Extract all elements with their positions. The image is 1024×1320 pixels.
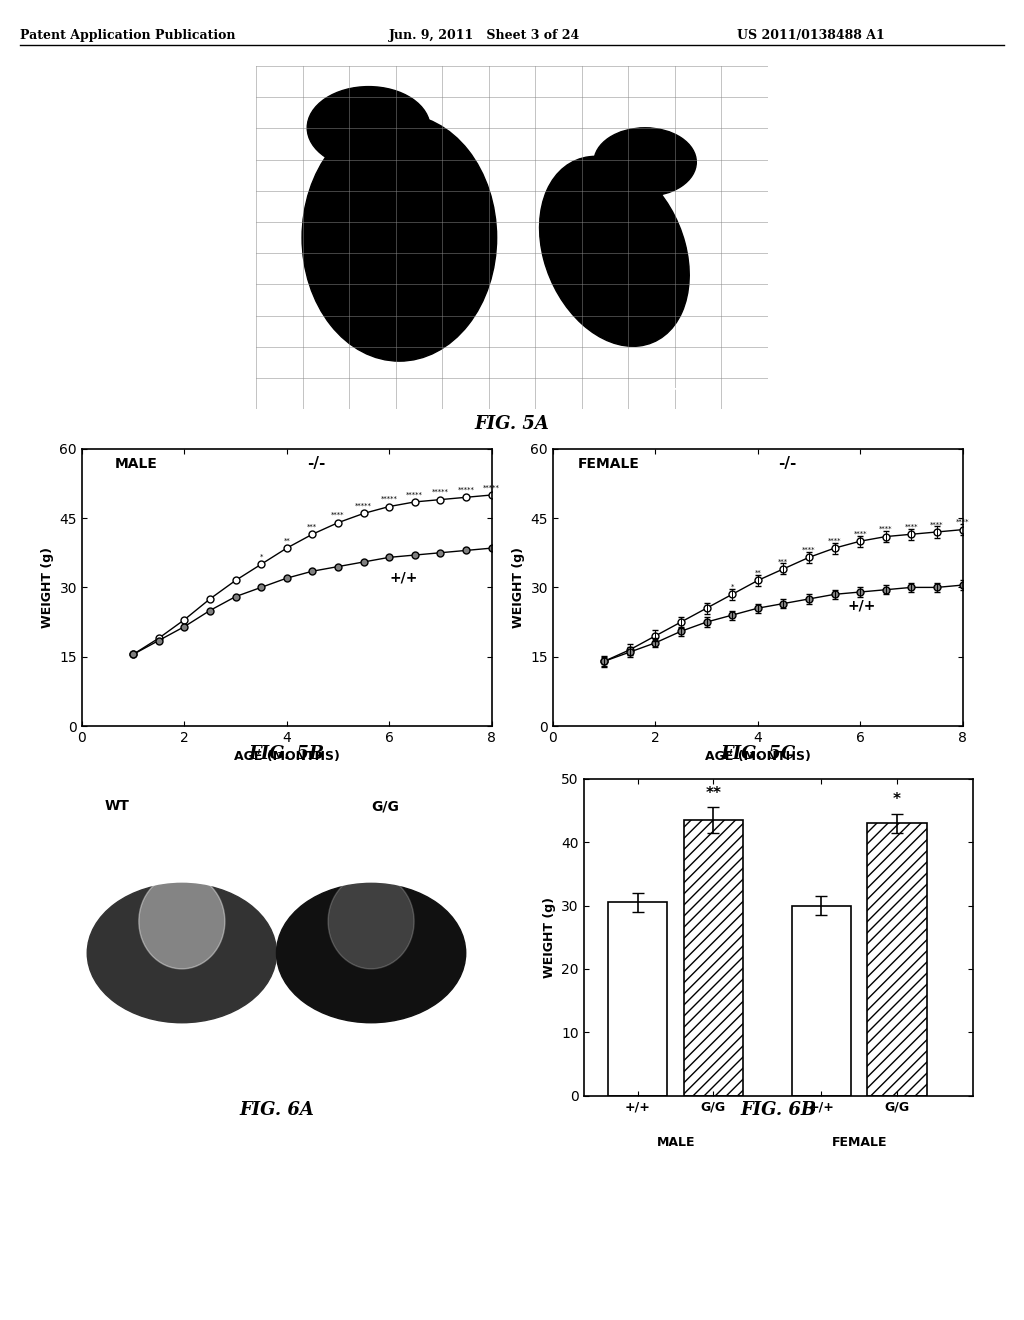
Circle shape [87, 883, 276, 1023]
Y-axis label: WEIGHT (g): WEIGHT (g) [512, 546, 525, 628]
Text: -/-: -/- [778, 457, 797, 471]
Text: FIG. 5C: FIG. 5C [720, 744, 796, 763]
Text: *****: ***** [381, 496, 397, 502]
Text: ****: **** [930, 521, 944, 527]
Text: *****: ***** [483, 484, 500, 490]
Text: FIG. 5A: FIG. 5A [474, 414, 550, 433]
X-axis label: AGE (MONTHS): AGE (MONTHS) [233, 750, 340, 763]
Y-axis label: WEIGHT (g): WEIGHT (g) [543, 896, 556, 978]
Text: FIG. 6A: FIG. 6A [239, 1101, 314, 1119]
Text: *: * [730, 583, 734, 590]
Text: Jun. 9, 2011   Sheet 3 of 24: Jun. 9, 2011 Sheet 3 of 24 [389, 29, 581, 42]
Text: *****: ***** [355, 503, 372, 508]
Text: ****: **** [955, 519, 970, 525]
Text: +/+: +/+ [666, 381, 694, 395]
Text: FIG. 5B: FIG. 5B [249, 744, 325, 763]
Text: *****: ***** [407, 491, 423, 498]
Text: *****: ***** [432, 488, 449, 495]
Bar [608, 903, 668, 1096]
Circle shape [594, 128, 696, 197]
Text: +/+: +/+ [848, 598, 877, 612]
Circle shape [307, 87, 430, 169]
Ellipse shape [302, 114, 497, 362]
Text: +/+: +/+ [389, 570, 418, 585]
Bar [867, 824, 927, 1096]
Y-axis label: WEIGHT (g): WEIGHT (g) [41, 546, 54, 628]
Ellipse shape [139, 874, 225, 969]
Text: -/-: -/- [307, 457, 326, 471]
Circle shape [276, 883, 466, 1023]
Text: WT: WT [104, 800, 129, 813]
Text: -/-: -/- [282, 381, 298, 395]
Text: MALE: MALE [115, 457, 158, 471]
Text: ****: **** [904, 524, 919, 529]
Text: ****: **** [802, 546, 816, 553]
Ellipse shape [540, 156, 689, 346]
Bar [792, 906, 851, 1096]
Text: FEMALE: FEMALE [578, 457, 639, 471]
Bar [684, 820, 743, 1096]
Text: ****: **** [853, 531, 867, 536]
Text: US 2011/0138488 A1: US 2011/0138488 A1 [737, 29, 885, 42]
Text: FIG. 6B: FIG. 6B [740, 1101, 816, 1119]
Text: ***: *** [307, 524, 317, 529]
Text: *: * [259, 553, 263, 560]
Text: ***: *** [778, 558, 788, 565]
Text: ****: **** [331, 512, 345, 517]
Text: **: ** [284, 537, 290, 544]
Text: G/G: G/G [371, 800, 399, 813]
X-axis label: AGE (MONTHS): AGE (MONTHS) [705, 750, 811, 763]
Text: ****: **** [827, 537, 842, 544]
Text: FEMALE: FEMALE [831, 1137, 887, 1150]
Text: MALE: MALE [656, 1137, 695, 1150]
Ellipse shape [328, 874, 414, 969]
Text: *****: ***** [458, 487, 474, 492]
Text: **: ** [755, 570, 761, 576]
Text: **: ** [706, 785, 721, 801]
Text: *: * [893, 792, 901, 807]
Text: ****: **** [879, 525, 893, 532]
Text: Patent Application Publication: Patent Application Publication [20, 29, 236, 42]
